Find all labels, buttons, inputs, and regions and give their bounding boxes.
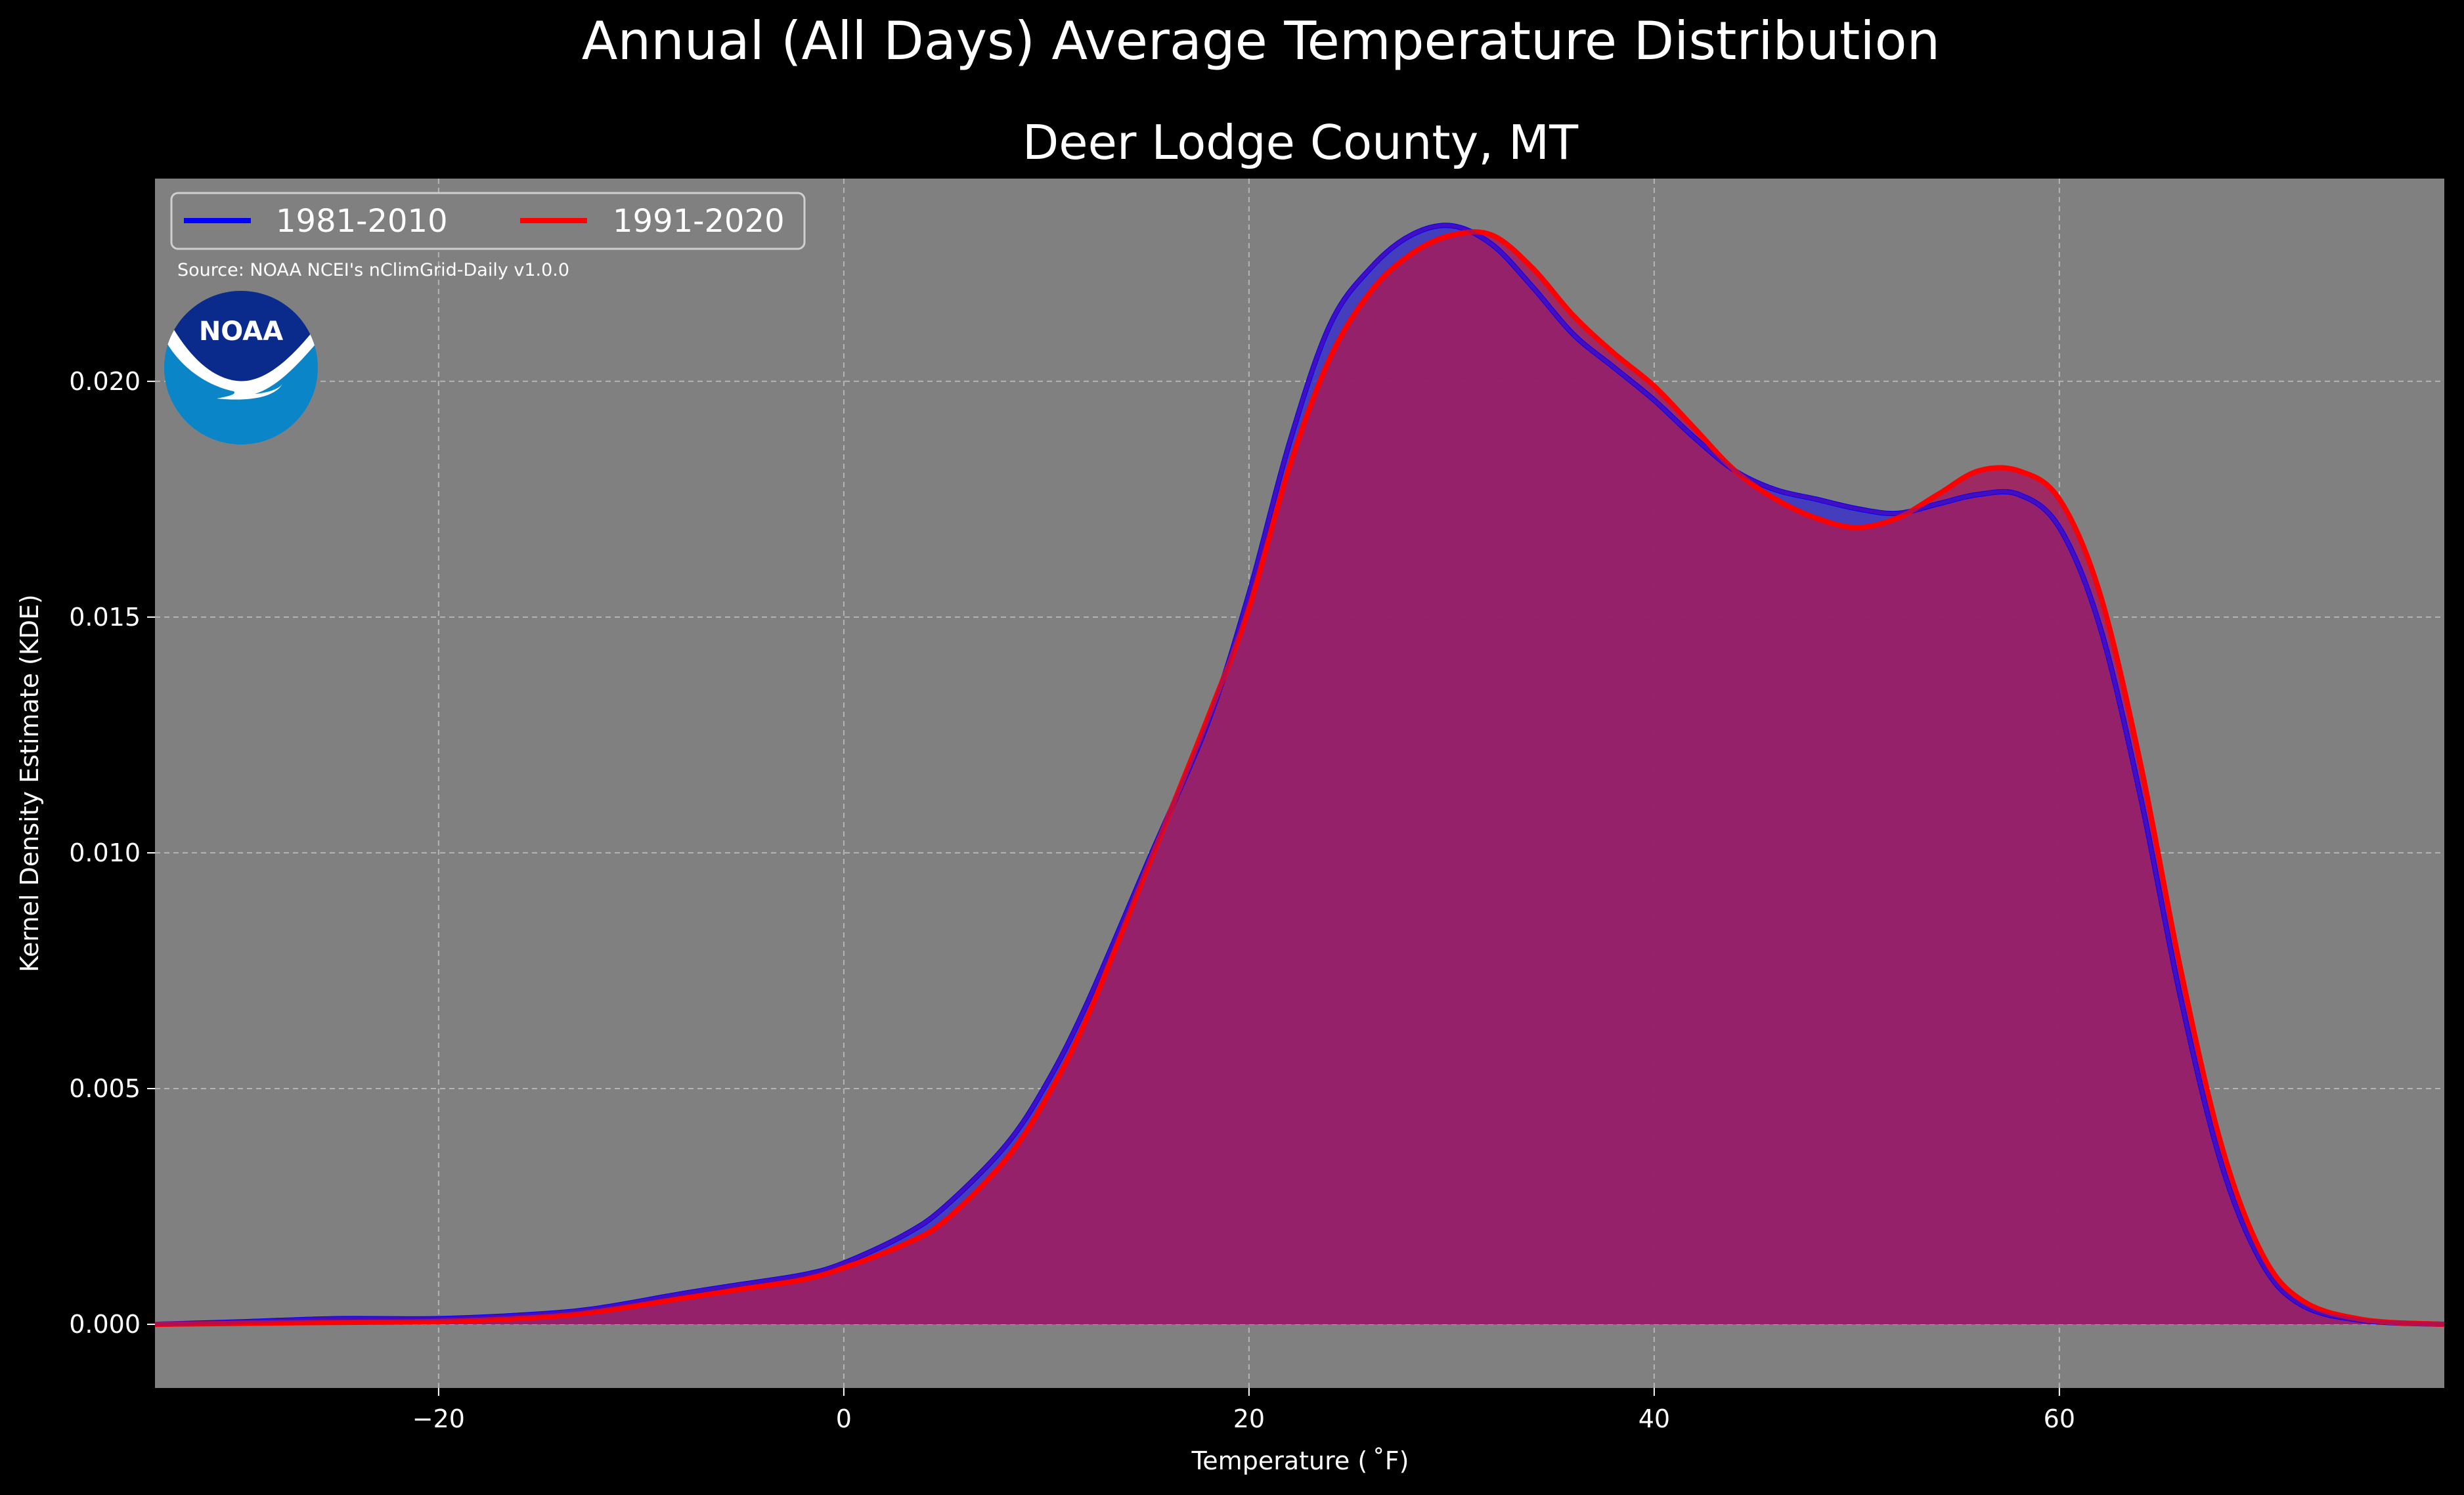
y-tick-label: 0.005 (69, 1074, 141, 1103)
noaa-logo-text: NOAA (199, 316, 283, 347)
noaa-logo: NOAA (164, 291, 318, 444)
axis-ticks: −20 0 20 40 60 0.000 0.005 0.010 0.015 0.020 (69, 367, 2075, 1433)
legend-label-1991-2020: 1991-2020 (613, 203, 785, 240)
legend: 1981-2010 1991-2020 (170, 192, 806, 250)
series-area-1991-2020 (155, 232, 2444, 1325)
x-tick-label: 0 (836, 1404, 852, 1433)
series-overlap-line (154, 223, 2445, 1327)
y-axis-label: Kernel Density Estimate (KDE) (15, 594, 44, 972)
noaa-logo-bird (164, 318, 318, 400)
y-tick-label: 0.000 (69, 1310, 141, 1339)
series-line-1991-2020 (154, 229, 2445, 1328)
x-tick-label: −20 (412, 1404, 465, 1433)
x-axis-label: Temperature ( ˚F) (1191, 1446, 1409, 1475)
source-note: Source: NOAA NCEI's nClimGrid-Daily v1.0… (177, 260, 569, 280)
legend-box (170, 192, 806, 250)
y-tick-label: 0.010 (69, 838, 141, 867)
x-tick-label: 60 (2044, 1404, 2075, 1433)
noaa-logo-upper (164, 291, 318, 387)
y-tick-label: 0.020 (69, 367, 141, 396)
x-tick-label: 20 (1233, 1404, 1265, 1433)
y-tick-label: 0.015 (69, 603, 141, 632)
x-tick-label: 40 (1639, 1404, 1670, 1433)
chart-title: Deer Lodge County, MT (1023, 115, 1579, 170)
chart-suptitle: Annual (All Days) Average Temperature Di… (582, 11, 1940, 72)
legend-label-1981-2010: 1981-2010 (276, 203, 448, 240)
series-layer (154, 223, 2445, 1328)
